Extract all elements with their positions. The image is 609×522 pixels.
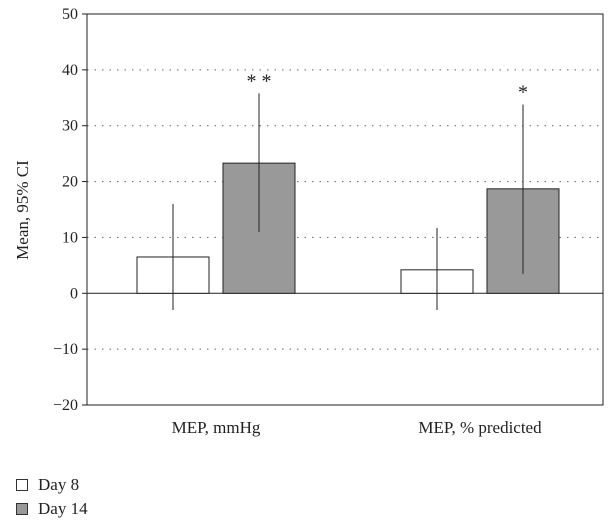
x-category-label: MEP, mmHg	[172, 418, 261, 437]
legend-label-day-14: Day 14	[38, 499, 88, 518]
legend-item-day-8: Day 8	[16, 473, 88, 497]
x-category-labels: MEP, mmHg MEP, % predicted	[172, 418, 543, 437]
significance-annotations: * * *	[247, 70, 529, 103]
y-tick-labels: 50 40 30 20 10 0 −10 −20	[53, 6, 78, 414]
y-tick-label: 30	[62, 118, 78, 135]
legend-swatch-day-8	[16, 479, 28, 491]
y-axis-title: Mean, 95% CI	[13, 160, 32, 260]
significance-marker: *	[518, 81, 528, 103]
y-tick-label: −20	[53, 397, 78, 414]
plot-frame	[86, 13, 604, 406]
x-category-label: MEP, % predicted	[418, 418, 542, 437]
y-tick-label: 0	[70, 285, 78, 302]
y-tick-label: 10	[62, 229, 78, 246]
error-bars	[172, 93, 524, 311]
axes	[86, 13, 604, 406]
legend-label-day-8: Day 8	[38, 475, 80, 494]
legend-item-day-14: Day 14	[16, 497, 88, 521]
bars	[136, 162, 560, 294]
y-tick-label: −10	[53, 341, 78, 358]
legend-swatch-day-14	[16, 503, 28, 515]
significance-marker: * *	[247, 70, 272, 92]
y-tick-label: 50	[62, 6, 78, 23]
legend: Day 8 Day 14	[16, 473, 88, 521]
y-tick-label: 40	[62, 62, 78, 79]
y-tick-label: 20	[62, 174, 78, 191]
